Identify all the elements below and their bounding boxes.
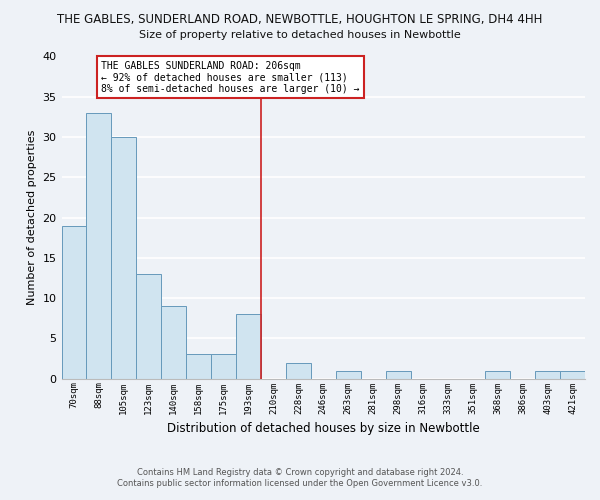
Bar <box>336 370 361 378</box>
Bar <box>62 226 86 378</box>
Bar <box>560 370 585 378</box>
Bar <box>286 362 311 378</box>
Bar <box>535 370 560 378</box>
Text: THE GABLES, SUNDERLAND ROAD, NEWBOTTLE, HOUGHTON LE SPRING, DH4 4HH: THE GABLES, SUNDERLAND ROAD, NEWBOTTLE, … <box>58 12 542 26</box>
Bar <box>386 370 410 378</box>
Text: Contains HM Land Registry data © Crown copyright and database right 2024.
Contai: Contains HM Land Registry data © Crown c… <box>118 468 482 487</box>
Y-axis label: Number of detached properties: Number of detached properties <box>27 130 37 306</box>
X-axis label: Distribution of detached houses by size in Newbottle: Distribution of detached houses by size … <box>167 422 479 435</box>
Bar <box>211 354 236 378</box>
Text: THE GABLES SUNDERLAND ROAD: 206sqm
← 92% of detached houses are smaller (113)
8%: THE GABLES SUNDERLAND ROAD: 206sqm ← 92%… <box>101 60 360 94</box>
Bar <box>485 370 510 378</box>
Bar <box>236 314 261 378</box>
Bar <box>86 113 112 378</box>
Bar <box>186 354 211 378</box>
Bar <box>161 306 186 378</box>
Text: Size of property relative to detached houses in Newbottle: Size of property relative to detached ho… <box>139 30 461 40</box>
Bar <box>136 274 161 378</box>
Bar <box>112 137 136 378</box>
